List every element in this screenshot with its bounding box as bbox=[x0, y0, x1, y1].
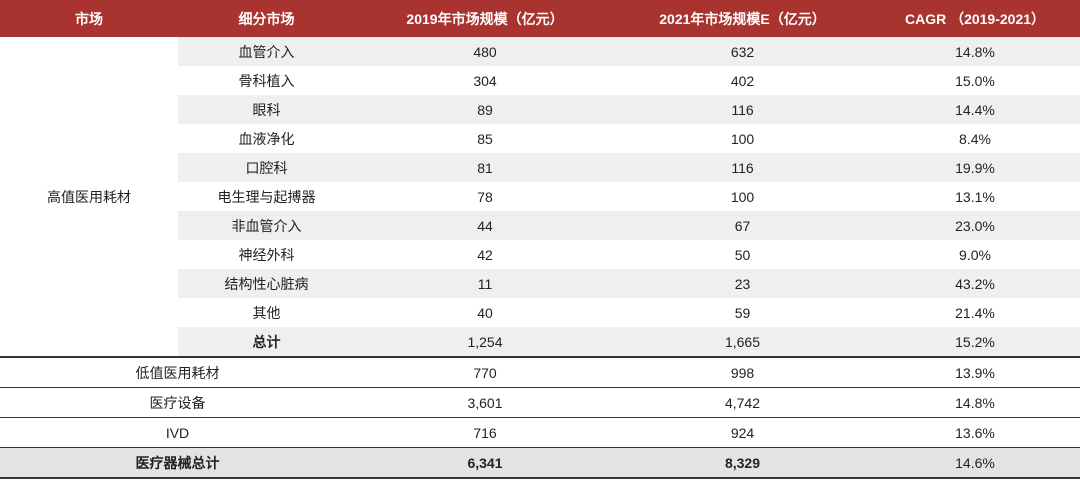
cell: 8,329 bbox=[615, 447, 870, 479]
cell: 医疗设备 bbox=[0, 387, 355, 418]
cell: 1,665 bbox=[615, 327, 870, 358]
cell: 43.2% bbox=[870, 269, 1080, 298]
header-cell: 2021年市场规模E（亿元） bbox=[615, 0, 870, 37]
group-row: 眼科 89 116 14.4% bbox=[0, 95, 1080, 124]
cell: 口腔科 bbox=[178, 153, 355, 182]
cell: 血液净化 bbox=[238, 130, 295, 147]
cell: 总计 bbox=[178, 327, 355, 358]
cell: 14.8% bbox=[870, 387, 1080, 418]
group-row: 高值医用耗材 血管介入 480 632 14.8% bbox=[0, 37, 1080, 358]
cell: 其他 bbox=[252, 304, 281, 321]
cell: IVD bbox=[0, 417, 355, 448]
header-cell: 2019年市场规模（亿元） bbox=[355, 0, 615, 37]
cell: 低值医用耗材 bbox=[0, 357, 355, 388]
cell: 14.8% bbox=[870, 37, 1080, 66]
cell: 78 bbox=[477, 188, 493, 205]
cell: 1,254 bbox=[355, 327, 615, 358]
header-cell: 市场 bbox=[0, 0, 178, 37]
group-row: 骨科植入 304 402 15.0% bbox=[0, 66, 1080, 95]
cell: 116 bbox=[615, 153, 870, 182]
cell: 8.4% bbox=[959, 130, 991, 147]
cell: 50 bbox=[734, 246, 751, 263]
group-row: 神经外科 42 50 9.0% bbox=[0, 240, 1080, 269]
cell: 770 bbox=[355, 357, 615, 388]
cell: 59 bbox=[734, 304, 751, 321]
cell: 医疗器械总计 bbox=[0, 447, 355, 479]
group-row: 其他 40 59 21.4% bbox=[0, 298, 1080, 327]
cell: 6,341 bbox=[355, 447, 615, 479]
market-row: 医疗器械总计 6,341 8,329 14.6% bbox=[0, 447, 1080, 479]
cell: 结构性心脏病 bbox=[178, 269, 355, 298]
table-header: 市场 细分市场 2019年市场规模（亿元） 2021年市场规模E（亿元） CAGR （2… bbox=[0, 0, 1080, 37]
cell: 电生理与起搏器 bbox=[217, 188, 316, 205]
group-row: 总计 1,254 1,665 15.2% bbox=[0, 327, 1080, 358]
cell: 13.1% bbox=[955, 188, 995, 205]
cell: 304 bbox=[473, 72, 497, 89]
cell: 骨科植入 bbox=[238, 72, 295, 89]
cell: 血管介入 bbox=[178, 37, 355, 66]
cell: 14.4% bbox=[870, 95, 1080, 124]
cell: 998 bbox=[615, 357, 870, 388]
cell: 14.6% bbox=[870, 447, 1080, 479]
cell: 67 bbox=[615, 211, 870, 240]
group-row: 口腔科 81 116 19.9% bbox=[0, 153, 1080, 182]
table-body: 高值医用耗材 血管介入 480 632 14.8% 骨科植入 304 402 15.0% 眼科 89… bbox=[0, 37, 1080, 479]
market-cell: 高值医用耗材 bbox=[0, 37, 178, 358]
group-row: 血液净化 85 100 8.4% bbox=[0, 124, 1080, 153]
cell: 13.9% bbox=[870, 357, 1080, 388]
cell: 9.0% bbox=[959, 246, 991, 263]
cell: 15.0% bbox=[955, 72, 995, 89]
cell: 716 bbox=[355, 417, 615, 448]
group-row: 非血管介入 44 67 23.0% bbox=[0, 211, 1080, 240]
cell: 非血管介入 bbox=[178, 211, 355, 240]
cell: 13.6% bbox=[870, 417, 1080, 448]
cell: 632 bbox=[615, 37, 870, 66]
header-cell: CAGR （2019-2021） bbox=[870, 0, 1080, 37]
cell: 神经外科 bbox=[238, 246, 295, 263]
cell: 89 bbox=[355, 95, 615, 124]
cell: 100 bbox=[730, 188, 755, 205]
cell: 23.0% bbox=[870, 211, 1080, 240]
cell: 924 bbox=[615, 417, 870, 448]
cell: 402 bbox=[730, 72, 755, 89]
market-row: 低值医用耗材 770 998 13.9% bbox=[0, 357, 1080, 388]
cell: 眼科 bbox=[178, 95, 355, 124]
cell: 21.4% bbox=[955, 304, 995, 321]
cell: 4,742 bbox=[615, 387, 870, 418]
market-row: 医疗设备 3,601 4,742 14.8% bbox=[0, 387, 1080, 418]
cell: 81 bbox=[355, 153, 615, 182]
cell: 40 bbox=[477, 304, 493, 321]
cell: 44 bbox=[355, 211, 615, 240]
cell: 116 bbox=[615, 95, 870, 124]
cell: 23 bbox=[615, 269, 870, 298]
cell: 480 bbox=[355, 37, 615, 66]
cell: 100 bbox=[730, 130, 755, 147]
header-row: 市场 细分市场 2019年市场规模（亿元） 2021年市场规模E（亿元） CAGR （2… bbox=[0, 0, 1080, 37]
cell: 85 bbox=[477, 130, 493, 147]
cell: 11 bbox=[355, 269, 615, 298]
header-cell: 细分市场 bbox=[178, 0, 355, 37]
cell: 3,601 bbox=[355, 387, 615, 418]
market-row: IVD 716 924 13.6% bbox=[0, 417, 1080, 448]
group-row: 结构性心脏病 11 23 43.2% bbox=[0, 269, 1080, 298]
cell: 42 bbox=[477, 246, 493, 263]
cell: 15.2% bbox=[870, 327, 1080, 358]
group-row: 电生理与起搏器 78 100 13.1% bbox=[0, 182, 1080, 211]
cell: 19.9% bbox=[870, 153, 1080, 182]
